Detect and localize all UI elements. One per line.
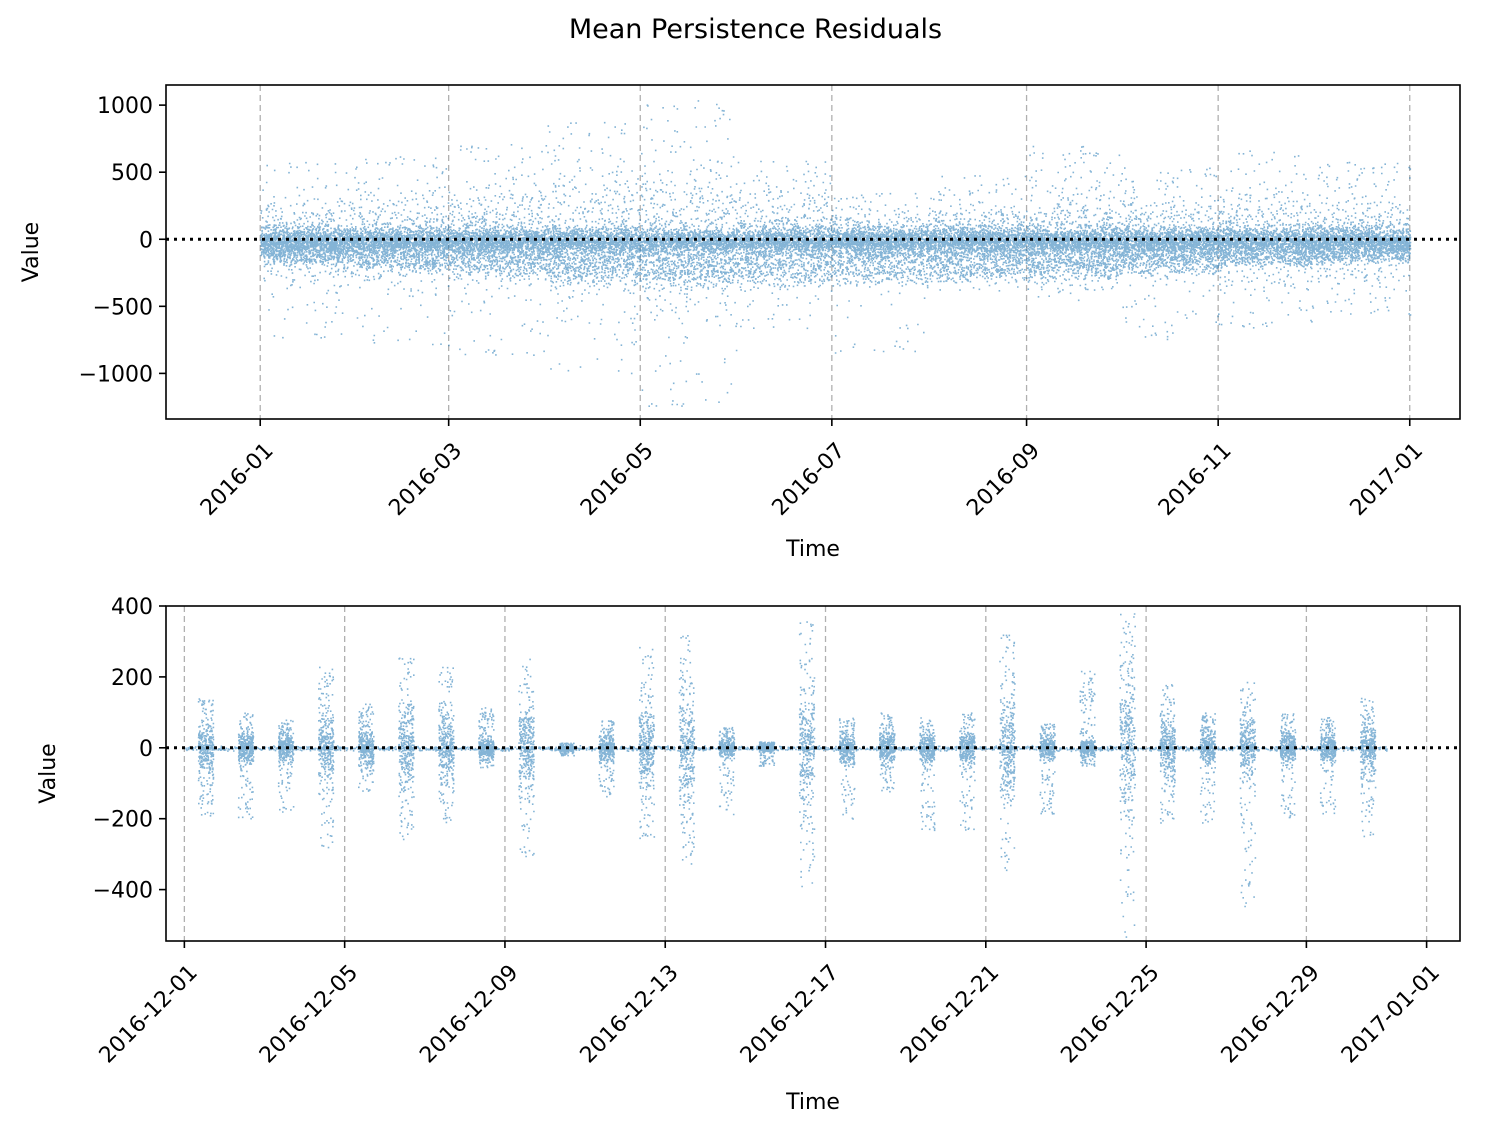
x-tick-label: 2017-01-01	[1337, 960, 1445, 1068]
y-tick-label: 1000	[97, 94, 153, 119]
y-tick-label: −200	[93, 808, 153, 833]
x-tick-label: 2016-09	[962, 438, 1045, 521]
y-tick-label: −400	[93, 879, 153, 904]
x-tick-label: 2016-11	[1154, 438, 1237, 521]
y-tick-label: 500	[111, 161, 153, 186]
panel-december: 400 200 0 −200 −400 2016-12-01 2016-12-05 2016-…	[36, 595, 1461, 1115]
scatter-series	[260, 100, 1412, 407]
x-tick-label: 2016-12-17	[736, 960, 844, 1068]
x-tick-label: 2016-07	[768, 438, 851, 521]
axes-frame	[165, 605, 1461, 942]
y-tick-label: 200	[111, 666, 153, 691]
scatter-series	[185, 613, 1388, 938]
y-tick-label: 0	[139, 228, 153, 253]
x-tick-label: 2016-12-01	[95, 960, 203, 1068]
figure-title: Mean Persistence Residuals	[568, 14, 943, 45]
x-tick-label: 2016-01	[196, 438, 279, 521]
x-tick-label: 2016-12-21	[896, 960, 1004, 1068]
y-axis-label: Value	[36, 743, 61, 803]
x-tick-label: 2016-05	[576, 438, 659, 521]
y-tick-label: 400	[111, 595, 153, 620]
x-tick-label: 2016-12-09	[415, 960, 523, 1068]
y-axis-label: Value	[19, 222, 44, 282]
x-tick-label: 2017-01	[1346, 438, 1429, 521]
x-axis-label: Time	[785, 537, 840, 562]
x-tick-label: 2016-12-13	[576, 960, 684, 1068]
x-tick-label: 2016-12-25	[1056, 960, 1164, 1068]
y-tick-label: 0	[139, 737, 153, 762]
y-tick-label: −500	[93, 295, 153, 320]
axes-frame	[165, 84, 1461, 420]
y-tick-label: −1000	[79, 362, 153, 387]
scatter-points	[260, 100, 1412, 407]
x-tick-label: 2016-12-05	[255, 960, 363, 1068]
panel-full-year: 1000 500 0 −500 −1000 2016-01 2016-03 2016-05 20…	[19, 84, 1461, 562]
x-axis-label: Time	[785, 1090, 840, 1115]
x-tick-label: 2016-12-29	[1217, 960, 1325, 1068]
scatter-points	[185, 613, 1388, 938]
x-tick-label: 2016-03	[384, 438, 467, 521]
